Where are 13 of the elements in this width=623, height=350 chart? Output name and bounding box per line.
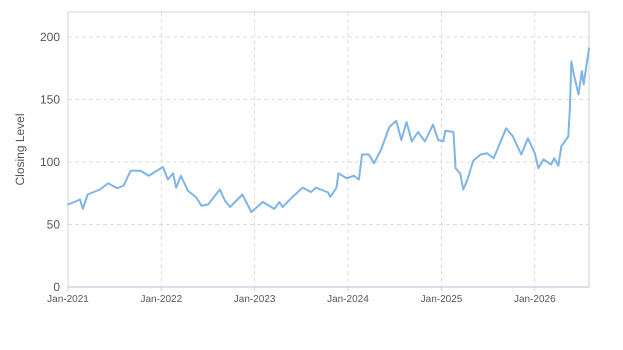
line-series: [67, 47, 590, 213]
x-tick-label: Jan-2021: [47, 294, 90, 305]
y-tick-label: 200: [40, 30, 60, 44]
y-tick-label: 100: [40, 155, 60, 169]
y-tick-label: 50: [46, 218, 60, 232]
x-tick-label: Jan-2022: [140, 294, 183, 305]
y-tick-label: 150: [40, 92, 60, 106]
x-tick-label: Jan-2023: [234, 294, 276, 305]
y-axis-title: Closing Level: [13, 113, 27, 186]
y-tick-label: 0: [53, 280, 60, 294]
x-tick-label: Jan-2025: [420, 294, 463, 305]
x-tick-label: Jan-2026: [514, 294, 556, 305]
x-tick-label: Jan-2024: [327, 294, 370, 305]
